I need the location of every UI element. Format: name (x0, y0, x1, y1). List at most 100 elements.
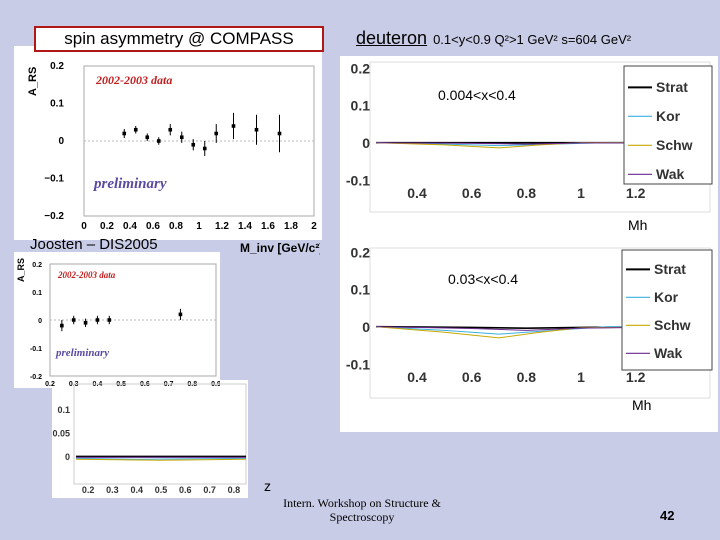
c1-ytick: 0.2 (50, 61, 64, 72)
c2-point (60, 323, 64, 328)
c2-point (71, 318, 76, 322)
z-data-title: 2002-2003 data (57, 270, 116, 280)
c2-point (95, 318, 100, 322)
c4-xtick: 1 (577, 369, 585, 385)
z-models-lines (75, 455, 247, 461)
c2-ytick: 0.1 (32, 290, 42, 297)
c4-legend-label: Schw (654, 317, 691, 333)
mass-data-title: 2002-2003 data (95, 73, 172, 87)
c1-point (122, 131, 127, 136)
deuteron-heading: deuteron 0.1<y<0.9 Q²>1 GeV² s=604 GeV² (356, 28, 631, 49)
c3-xtick: 0.8 (517, 185, 537, 201)
z-data-points (60, 308, 183, 332)
c3-legend-label: Wak (656, 166, 684, 182)
c2-point (178, 312, 183, 317)
c1-point (145, 135, 150, 140)
c1-xtick: 0 (81, 221, 87, 232)
c2-point (83, 321, 88, 325)
c1-point (191, 142, 196, 147)
z-data-ylabel: A_RS (16, 258, 26, 282)
c4-xtick: 0.4 (407, 369, 427, 385)
c5-xtick: 0.6 (179, 485, 192, 495)
c3-legend-box (623, 65, 713, 185)
c1-xtick: 0.4 (123, 221, 137, 232)
z-data-panel (14, 252, 220, 388)
credit-label: Joosten – DIS2005 (30, 236, 158, 253)
c3-legend-label: Schw (656, 137, 693, 153)
c1-point (156, 139, 161, 143)
c1-ytick: −0.2 (44, 211, 64, 222)
c1-xtick: 0.8 (169, 221, 183, 232)
c4-legend-label: Kor (654, 289, 679, 305)
mass-data-points (122, 112, 282, 156)
c1-point (254, 127, 259, 132)
mass-data-panel (14, 46, 322, 240)
z-data-preliminary: preliminary (55, 347, 109, 359)
mass-models-2-xrange: 0.03<x<0.4 (448, 271, 518, 287)
z-models-yticks: 0.1 0.05 0 (52, 405, 70, 462)
z-models-chart: 0.10.050 0.20.30.40.50.60.70.8 StratKorS… (52, 383, 247, 495)
mass-data-xlabel: M_inv [GeV/c²] (240, 241, 320, 255)
c2-ytick: -0.2 (30, 374, 42, 381)
c1-xtick: 1.2 (215, 221, 229, 232)
mass-models-2-xticks: 0.4 0.6 0.8 1 1.2 (407, 369, 645, 385)
slide-title: spin asymmetry @ COMPASS (34, 26, 324, 52)
c1-point (277, 131, 282, 136)
c3-ytick: 0 (362, 135, 370, 151)
kinematics-label: 0.1<y<0.9 Q²>1 GeV² s=604 GeV² (433, 32, 632, 47)
c3-ytick: 0.1 (351, 98, 371, 114)
c1-point (202, 146, 207, 151)
mass-data-ylabel: A_RS (27, 67, 39, 96)
c5-xtick: 0.3 (106, 485, 119, 495)
c3-xtick: 0.4 (407, 185, 427, 201)
c1-xtick: 1.8 (284, 221, 298, 232)
z-models-xlabel: z (264, 478, 271, 494)
c5-series-kor (75, 457, 247, 460)
c1-xtick: 2 (311, 221, 317, 232)
mass-data-preliminary: preliminary (92, 176, 167, 192)
c1-point (168, 127, 173, 132)
c5-xtick: 0.5 (155, 485, 168, 495)
c3-ytick: -0.1 (346, 172, 370, 188)
c3-series-wak (375, 142, 705, 145)
c1-point (214, 131, 219, 136)
footer-conference-line2: Spectroscopy (329, 510, 395, 524)
c1-xtick: 1 (196, 221, 202, 232)
c2-ytick: -0.1 (30, 346, 42, 353)
c5-ytick: 0 (65, 452, 70, 462)
footer-conference: Intern. Workshop on Structure & Spectros… (282, 496, 442, 524)
c4-xtick: 0.8 (517, 369, 537, 385)
c5-series-schw (75, 458, 247, 461)
c5-xtick: 0.8 (228, 485, 241, 495)
c1-point (179, 135, 184, 140)
mass-models-1-xticks: 0.4 0.6 0.8 1 1.2 (407, 185, 645, 201)
c1-xtick: 1.6 (261, 221, 275, 232)
mass-data-yticks: 0.2 0.1 0 −0.1 −0.2 (44, 61, 64, 222)
c4-legend-label: Strat (654, 261, 686, 277)
z-data-yticks: 0.2 0.1 0 -0.1 -0.2 (30, 262, 42, 381)
z-data-chart: A_RS 0.2 0.1 0 -0.1 -0.2 2002-2003 data prel… (16, 258, 220, 388)
c1-xtick: 1.4 (238, 221, 252, 232)
c5-xtick: 0.7 (203, 485, 216, 495)
mass-models-1-chart: 0.2 0.1 0 -0.1 0.4 0.6 0.8 1 1.2 0.004<x<0.4 St… (346, 60, 713, 233)
mass-models-2-yticks: 0.2 0.1 0 -0.1 (346, 244, 370, 372)
mass-models-1-xrange: 0.004<x<0.4 (438, 87, 516, 103)
c1-xtick: 0.6 (146, 221, 160, 232)
c4-ytick: 0.1 (351, 282, 371, 298)
c1-ytick: 0.1 (50, 99, 64, 110)
z-models-xticks: 0.2 0.3 0.4 0.5 0.6 0.7 0.8 (82, 485, 240, 495)
mass-models-1-yticks: 0.2 0.1 0 -0.1 (346, 60, 370, 188)
c5-xtick: 0.4 (130, 485, 143, 495)
mass-models-2-chart: 0.2 0.1 0 -0.1 0.4 0.6 0.8 1 1.2 0.03<x<0.4 Str… (346, 244, 713, 413)
c2-ytick: 0.2 (32, 262, 42, 269)
c5-xtick: 0.2 (82, 485, 95, 495)
c1-point (231, 124, 236, 128)
c1-ytick: −0.1 (44, 174, 64, 185)
c4-xtick: 0.6 (462, 369, 482, 385)
mass-models-2-xlabel: Mh (632, 397, 651, 413)
z-models-panel (52, 380, 248, 498)
c1-point (133, 127, 138, 132)
c1-ytick: 0 (58, 136, 64, 147)
c5-ytick: 0.1 (57, 405, 70, 415)
c2-xtick: 0.2 (45, 381, 55, 388)
